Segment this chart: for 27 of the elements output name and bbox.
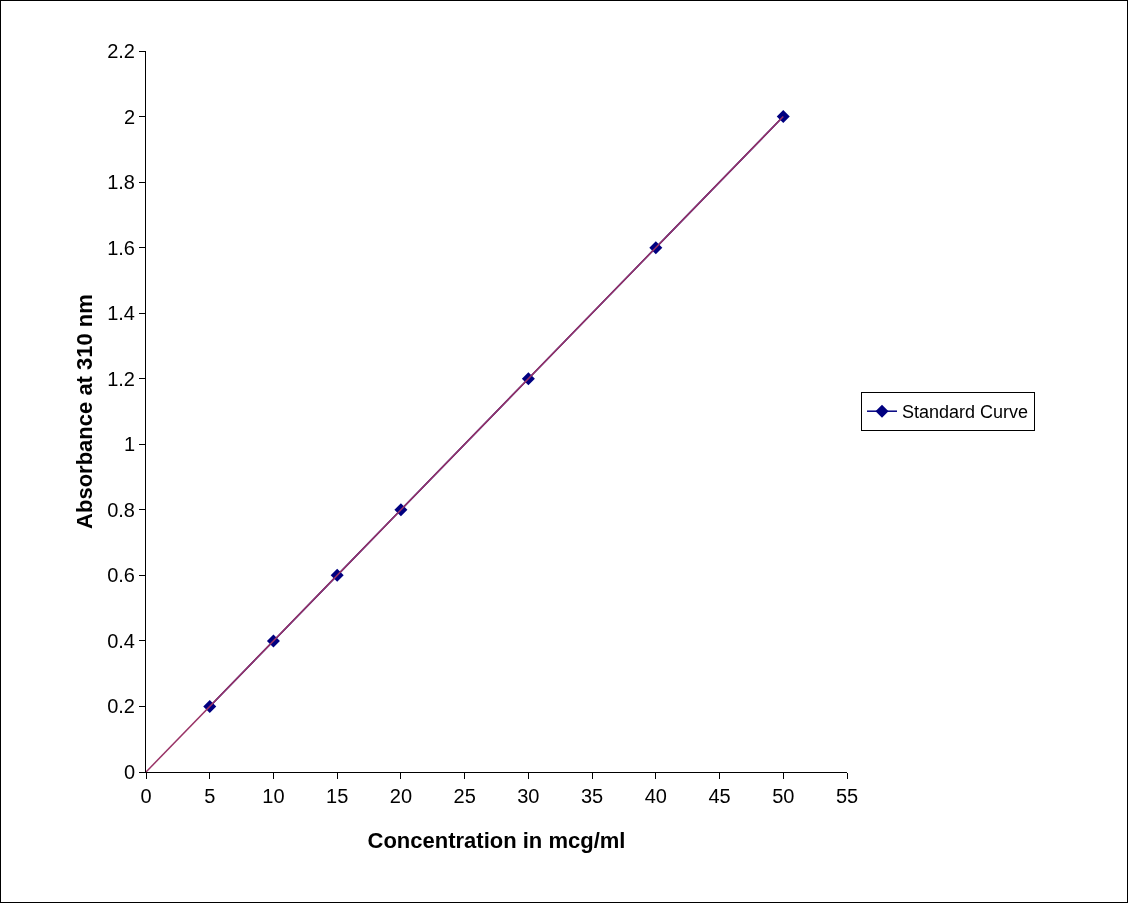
x-tick-label: 50 <box>772 785 795 807</box>
y-axis-title: Absorbance at 310 nm <box>72 294 97 529</box>
x-axis-title: Concentration in mcg/ml <box>367 828 626 853</box>
x-tick-label: 55 <box>835 785 859 807</box>
y-tick-label: 2.2 <box>107 40 135 62</box>
x-tick-label: 10 <box>262 785 285 807</box>
legend-label: Standard Curve <box>902 402 1029 423</box>
y-tick-label: 1.4 <box>107 302 135 325</box>
y-tick-label: 1 <box>123 433 135 456</box>
y-tick-label: 0.4 <box>107 629 135 652</box>
x-tick-label: 20 <box>389 785 413 807</box>
y-tick-label: 1.6 <box>107 236 135 259</box>
x-tick-label: 45 <box>708 785 731 807</box>
x-tick-label: 30 <box>517 785 540 807</box>
y-tick-label: 2 <box>123 105 135 128</box>
x-tick-label: 25 <box>453 785 476 807</box>
x-tick-label: 0 <box>140 785 152 807</box>
x-tick-label: 5 <box>204 785 216 807</box>
y-tick-label: 1.2 <box>107 367 135 390</box>
y-tick-label: 0.2 <box>107 695 135 718</box>
y-tick-label: 0 <box>123 761 135 783</box>
y-tick-label: 0.8 <box>107 498 135 521</box>
x-tick-label: 40 <box>644 785 667 807</box>
x-tick-label: 15 <box>326 785 349 807</box>
y-tick-label: 1.8 <box>107 171 135 194</box>
y-tick-label: 0.6 <box>107 564 135 587</box>
x-tick-label: 35 <box>580 785 604 807</box>
